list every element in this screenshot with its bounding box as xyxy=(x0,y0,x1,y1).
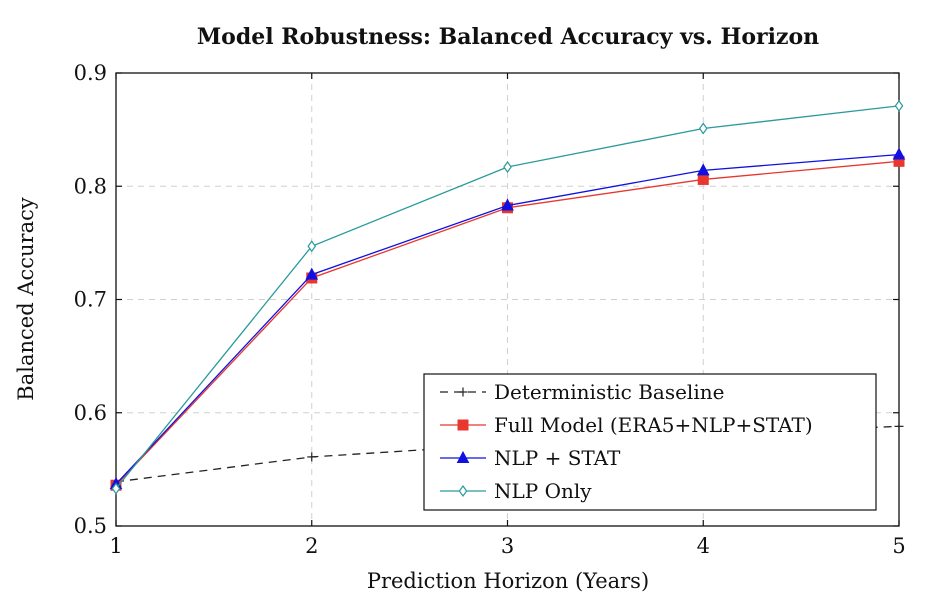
data-point xyxy=(697,173,709,185)
data-point xyxy=(111,482,121,495)
legend-marker xyxy=(458,484,468,498)
data-point xyxy=(503,160,512,174)
x-tick-label: 3 xyxy=(501,534,514,558)
data-point xyxy=(305,267,319,280)
series-layer xyxy=(109,99,906,495)
legend-marker xyxy=(457,419,469,431)
legend-entry: NLP Only xyxy=(440,479,592,503)
legend-label: NLP + STAT xyxy=(494,446,621,470)
series-2 xyxy=(109,147,906,490)
data-point xyxy=(698,122,708,135)
legend-entries: Deterministic Baseline Full Model (ERA5+N… xyxy=(440,380,813,503)
chart-title: Model Robustness: Balanced Accuracy vs. … xyxy=(197,24,819,50)
legend-entry: NLP + STAT xyxy=(440,446,621,470)
ticks-layer: 1 2 3 4 5 0.5 0.6 0.7 0.8 0.9 xyxy=(74,61,906,558)
y-tick-label: 0.9 xyxy=(74,61,107,85)
x-tick-label: 2 xyxy=(305,534,318,558)
legend-label: Full Model (ERA5+NLP+STAT) xyxy=(494,413,813,437)
y-axis-label: Balanced Accuracy xyxy=(14,197,38,401)
legend-label: NLP Only xyxy=(494,479,592,503)
x-tick-label: 4 xyxy=(697,534,710,558)
data-point xyxy=(501,198,514,211)
legend-marker xyxy=(458,387,468,397)
x-tick-label: 5 xyxy=(892,534,905,558)
y-tick-label: 0.8 xyxy=(74,174,107,198)
series-3 xyxy=(111,99,904,495)
x-tick-label: 1 xyxy=(109,534,122,558)
data-point xyxy=(696,163,710,176)
y-tick-label: 0.6 xyxy=(74,401,107,425)
legend-marker xyxy=(456,450,470,463)
legend-entry: Deterministic Baseline xyxy=(440,380,724,404)
legend: Deterministic Baseline Full Model (ERA5+N… xyxy=(423,373,877,511)
data-point xyxy=(307,452,317,462)
legend-box xyxy=(423,373,877,511)
data-point xyxy=(894,421,904,431)
legend-entry: Full Model (ERA5+NLP+STAT) xyxy=(440,413,813,437)
data-point xyxy=(892,147,906,160)
y-tick-label: 0.5 xyxy=(74,514,107,538)
data-point xyxy=(894,99,904,112)
legend-label: Deterministic Baseline xyxy=(494,380,724,404)
x-axis-label: Prediction Horizon (Years) xyxy=(367,569,649,593)
y-tick-label: 0.7 xyxy=(74,288,107,312)
data-point xyxy=(307,240,317,253)
